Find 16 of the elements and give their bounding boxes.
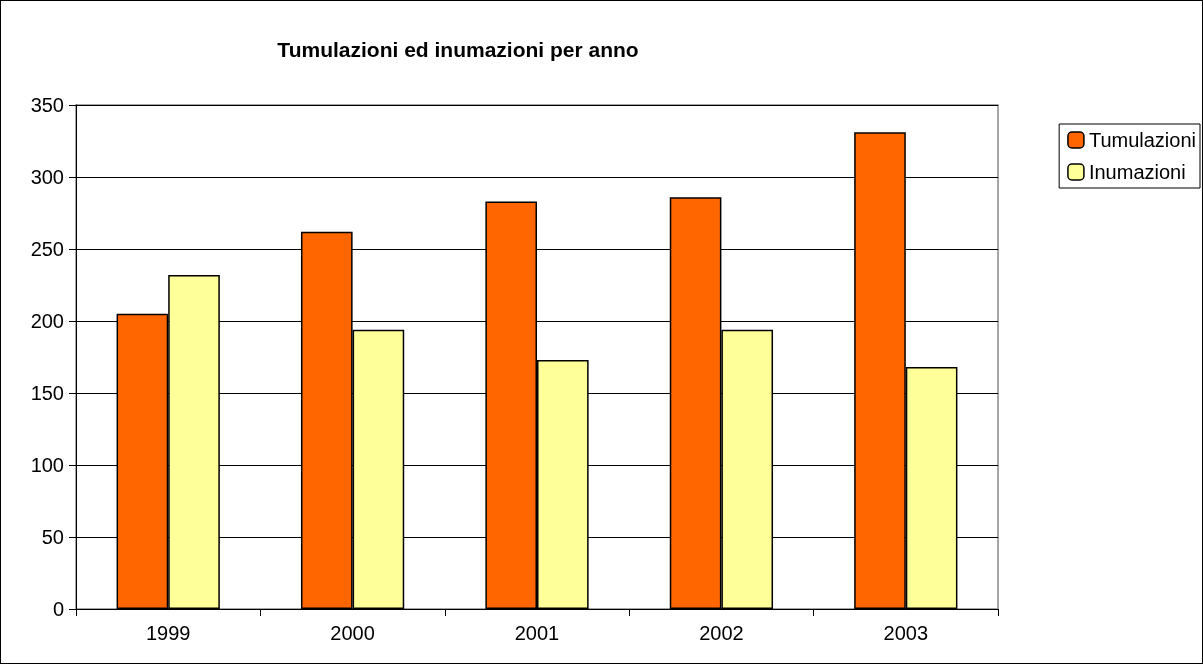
x-tick-label: 1999 (145, 622, 191, 644)
y-tick-label: 350 (30, 94, 64, 116)
y-tick-label: 0 (52, 598, 64, 620)
y-tick-label: 50 (41, 526, 64, 548)
x-tick-label: 2003 (883, 622, 929, 644)
x-tick-label: 2002 (699, 622, 744, 644)
y-tick-label: 250 (30, 238, 64, 260)
y-tick-label: 150 (30, 382, 64, 404)
legend-label: Inumazioni (1088, 161, 1186, 183)
chart-title: Tumulazioni ed inumazioni per anno (277, 38, 639, 61)
x-tick-label: 2001 (514, 622, 560, 644)
y-tick-label: 300 (30, 166, 64, 188)
x-tick-label: 2000 (330, 622, 375, 644)
y-tick-label: 200 (30, 310, 64, 332)
y-tick-label: 100 (30, 454, 64, 476)
legend-label: Tumulazioni (1088, 129, 1197, 151)
